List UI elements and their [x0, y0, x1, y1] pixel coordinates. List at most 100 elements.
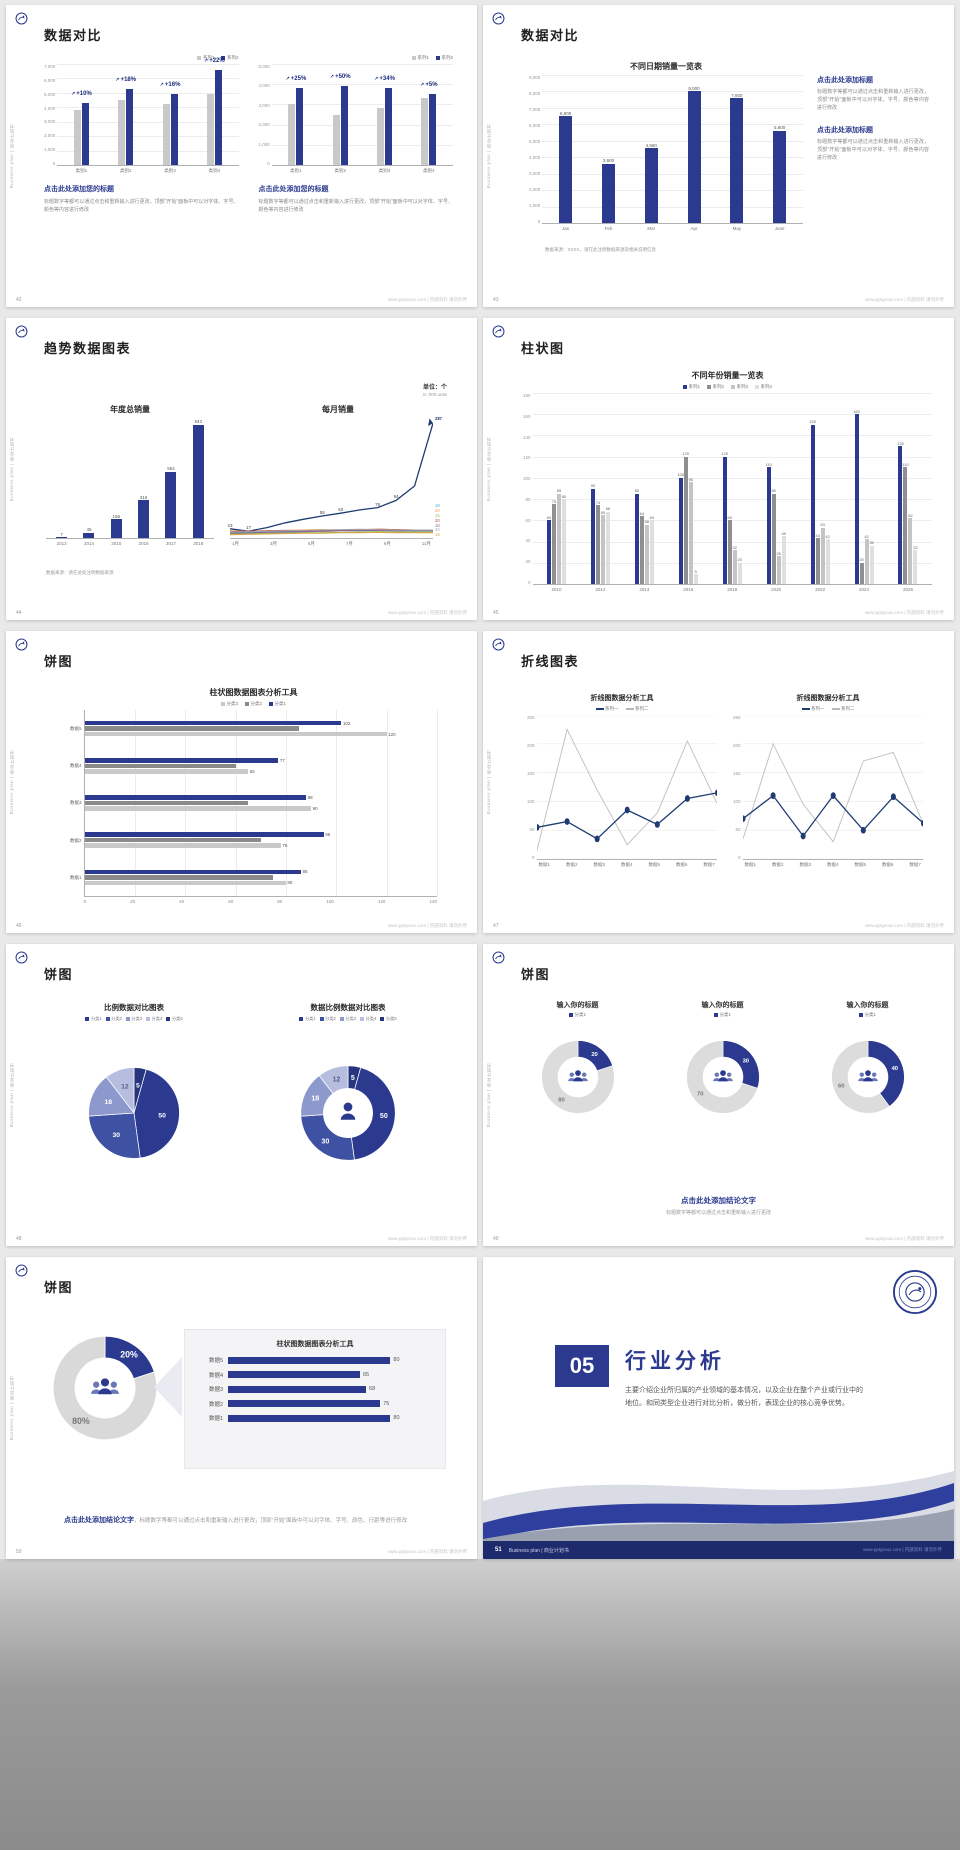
bar-group: 120 60 32 20: [710, 393, 754, 584]
bar: 85: [635, 488, 639, 584]
bar-group: 85 64 56 60: [622, 393, 666, 584]
x-tick-label: 数据1: [538, 862, 551, 867]
legend-label: 分类3: [345, 1016, 357, 1021]
y-tick-label: 60: [525, 517, 531, 523]
category-label: 数据3: [208, 1387, 223, 1393]
bar-group: 110 85 26 45: [754, 393, 798, 584]
chart-title: 不同日期销量一览表: [630, 62, 702, 71]
y-tick-label: 200: [527, 743, 535, 748]
legend-item: 分类1: [85, 1016, 102, 1022]
bar: [228, 1414, 391, 1422]
bar-value-label: 150: [809, 419, 816, 425]
point-label: 94: [393, 494, 399, 500]
bar-line: [84, 837, 437, 843]
slide-45[interactable]: Business plan | 商业计划书 柱状图 不同年份销量一览表 系列1 系列…: [483, 318, 954, 620]
x-tick-label: 数据5: [648, 862, 660, 867]
bar-value-label: 42: [825, 533, 830, 539]
slide-43[interactable]: Business plan | 商业计划书 数据对比 不同日期销量一览表 9,00…: [483, 5, 954, 307]
bar: [288, 104, 296, 165]
slide-47[interactable]: Business plan | 商业计划书 折线图表 折线图数据分析工具 系列一系…: [483, 631, 954, 933]
bar: [73, 110, 81, 165]
bar-row: 102 120: [84, 720, 437, 737]
bar: [84, 869, 302, 875]
bar: [84, 795, 307, 800]
category-label: 数据1: [208, 1416, 223, 1422]
chart-title: 折线图数据分析工具: [796, 695, 860, 702]
y-tick-label: 2,000: [44, 133, 56, 139]
category-label: 数据5: [208, 1358, 223, 1364]
x-tick-label: May: [732, 226, 742, 231]
percent-label: ↗ +16%: [159, 82, 181, 89]
chart-legend: 系列1 系列2 系列3 系列4: [523, 384, 932, 390]
chart-plot-area: 250 200 150 100 50 0 数据1 数据2 数据3 数据4 数据5 数据6 数据7: [527, 715, 717, 869]
legend-swatch: [244, 702, 249, 706]
pie-slice: [105, 1066, 135, 1114]
plot: 102 120 77 65 88 90 95 78 86 80: [83, 710, 438, 897]
bar: 85: [771, 488, 776, 584]
legend-label: 分类1: [864, 1012, 876, 1017]
legend-item: 分类5: [166, 1016, 183, 1022]
sidebar-vertical-text: Business plan | 商业计划书: [9, 123, 14, 189]
pie-slice: [88, 1112, 141, 1159]
bar-group: ↗ +5%: [407, 64, 451, 165]
bar-value-label: 75: [551, 498, 557, 504]
bar-row: 数据1 80: [199, 1414, 431, 1422]
legend-label: 分类5: [385, 1016, 397, 1021]
bar-groups: 6,500 3,600 4,560 8,000 7,600 5,600: [542, 75, 803, 223]
y-tick-label: 100: [527, 799, 535, 804]
gridline: [542, 206, 803, 208]
slide-51[interactable]: 05 行业分析 主要介绍企业所归属的产业领域的基本情况，以及企业在整个产业或行业…: [483, 1257, 954, 1559]
bar: [84, 875, 274, 880]
x-axis-labels: 2010 2012 2014 2016 2018 2020 2022 2024 2026: [533, 585, 932, 594]
bar-line: 120: [84, 732, 437, 737]
legend-item: 系列2: [706, 384, 724, 390]
x-axis-labels: 1月 3月 5月 7月 9月 11月: [230, 539, 433, 548]
bar-value-label: 102: [342, 720, 351, 726]
pie-wrap: 20% 80%: [42, 1321, 168, 1455]
bar-group: 60 75 85 80: [535, 393, 579, 584]
slide-42[interactable]: Business plan | 商业计划书 数据对比 系列1 系列2 7,000 6,…: [6, 5, 477, 307]
slide-title: 数据对比: [44, 28, 103, 43]
chart-legend: 分类1 分类2 分类3 分类4 分类5: [36, 1016, 232, 1022]
bar: [84, 758, 279, 763]
x-tick-label: 60: [228, 898, 234, 904]
bar: 60: [728, 515, 732, 584]
bar: 150: [809, 419, 816, 584]
slide-50[interactable]: Business plan | 商业计划书 饼图 20% 80% 柱状图数据图表分…: [6, 1257, 477, 1559]
x-tick-label: 11月: [421, 541, 431, 546]
bar-value-label: 86: [302, 869, 308, 875]
slide-44[interactable]: Business plan | 商业计划书 趋势数据图表 单位：个 in '00…: [6, 318, 477, 620]
svg-text:70: 70: [696, 1091, 702, 1097]
x-tick-label: 0: [83, 898, 87, 904]
series-end-label: 15: [435, 512, 440, 518]
y-tick-label: 1,000: [529, 203, 541, 208]
plot-column: ↗ +25% ↗ +50% ↗ +34% ↗ +5% 类别1 类别2 类别3 类别4: [271, 64, 453, 175]
bar-row: 数据4 65: [199, 1371, 431, 1379]
bar: 42: [825, 534, 830, 584]
y-tick-label: 50: [735, 827, 741, 832]
legend-item: 分类3: [220, 701, 238, 707]
bar-group: 6,500: [544, 75, 587, 223]
bar-group: 156: [103, 418, 130, 538]
bar: 4,560: [644, 143, 658, 223]
legend-swatch: [731, 385, 735, 389]
y-tick-label: 0: [528, 579, 531, 585]
legend-item: 系列二: [831, 706, 855, 712]
logo-icon: [15, 951, 28, 964]
bar-value-label: 4,560: [645, 142, 657, 148]
legend-swatch: [435, 56, 440, 60]
chart-legend: 分类1: [656, 1012, 789, 1018]
x-tick-label: 100: [326, 898, 334, 904]
x-tick-label: Mar: [647, 226, 656, 231]
bar-line: [84, 763, 437, 769]
gridline: [57, 121, 239, 123]
slide-46[interactable]: Business plan | 商业计划书 饼图 柱状图数据图表分析工具 分类3 分…: [6, 631, 477, 933]
x-tick-label: 数据2: [566, 862, 578, 867]
slide-title: 数据对比: [521, 28, 580, 43]
slide-49[interactable]: Business plan | 商业计划书 饼图 输入你的标题 分类1 20 80 …: [483, 944, 954, 1246]
legend-label: 系列4: [760, 384, 773, 389]
logo-icon: [15, 12, 28, 25]
bar: 120: [721, 451, 728, 584]
slide-48[interactable]: Business plan | 商业计划书 饼图 比例数据对比图表 分类1 分类2 分…: [6, 944, 477, 1246]
up-arrow-icon: ↗: [71, 90, 76, 97]
